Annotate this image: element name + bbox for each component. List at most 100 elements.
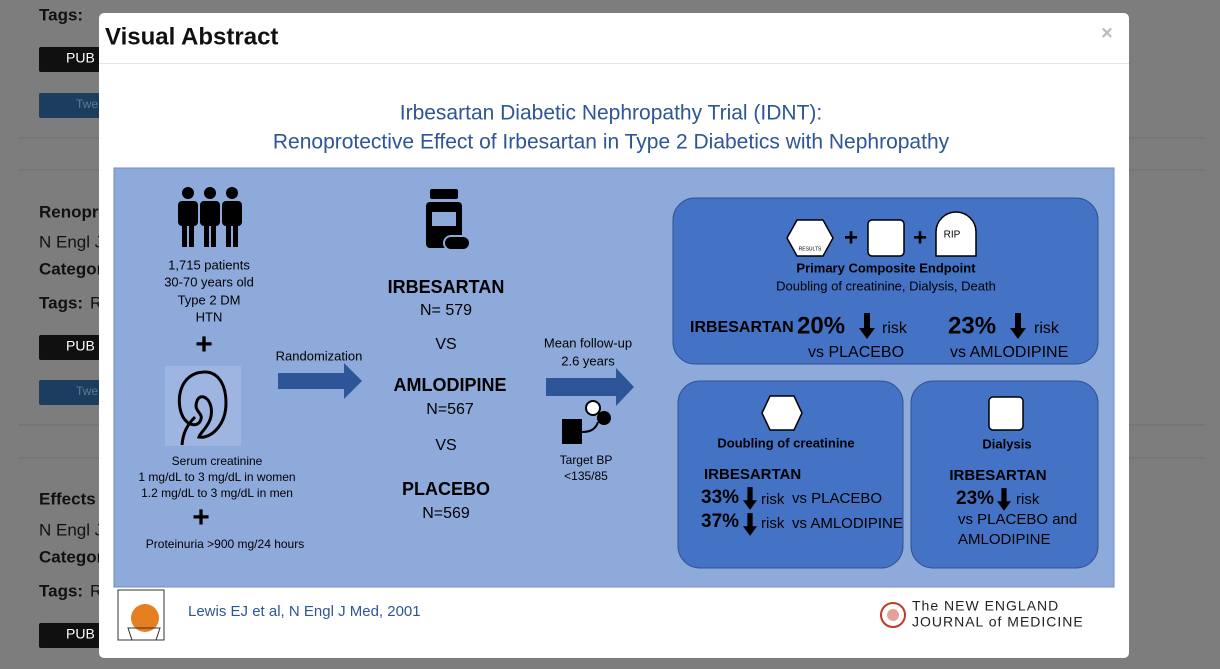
comparator: vs PLACEBO	[808, 344, 904, 361]
plus-sign: +	[192, 501, 210, 534]
modal: Visual Abstract × Irbesartan Diabetic Ne…	[99, 13, 1129, 658]
shape	[211, 224, 216, 247]
tags-label: Tags:	[39, 581, 83, 600]
drug-label: IRBESARTAN	[704, 466, 801, 483]
twitter-button[interactable]	[39, 93, 109, 118]
arm-n: N=567	[426, 401, 474, 418]
shape	[204, 187, 216, 199]
visual-abstract: Irbesartan Diabetic Nephropathy Trial (I…	[113, 102, 1115, 641]
twitter-button-label: Twe	[76, 97, 98, 111]
comparator: vs AMLODIPINE	[792, 515, 903, 532]
shape	[867, 219, 905, 257]
arm-name: AMLODIPINE	[393, 375, 506, 395]
dialysis-icon	[988, 396, 1024, 431]
article-category: Categor	[39, 547, 104, 566]
shape	[562, 419, 582, 444]
arm-name: IRBESARTAN	[388, 277, 505, 297]
shape	[581, 421, 599, 433]
journal-name: The NEW ENGLAND	[912, 598, 1059, 614]
followup-line: 2.6 years	[561, 353, 615, 368]
shape	[226, 224, 231, 247]
shape	[233, 224, 238, 247]
drug-label: IRBESARTAN	[690, 319, 794, 336]
creatinine-box	[677, 380, 904, 569]
shape	[585, 400, 601, 416]
dialysis-box	[910, 380, 1099, 569]
risk-value: 37%	[701, 511, 739, 532]
shape	[226, 187, 238, 199]
people-icon	[178, 187, 242, 247]
nephjc-logo	[117, 589, 165, 641]
plus-sign: +	[195, 328, 213, 361]
kidney-icon	[165, 366, 241, 446]
shape	[443, 235, 471, 251]
vs-label: VS	[435, 437, 456, 454]
shape	[180, 415, 197, 446]
population-line: 1,715 patients	[168, 257, 250, 272]
plus-sign: +	[913, 224, 927, 251]
nejm-emblem	[887, 609, 899, 621]
proteinuria: Proteinuria >900 mg/24 hours	[146, 537, 304, 551]
icon-label: RESULTS	[799, 246, 822, 252]
shape	[189, 224, 194, 247]
endpoint-label: Dialysis	[982, 436, 1031, 451]
population-line: Type 2 DM	[178, 292, 241, 307]
journal-name: JOURNAL of MEDICINE	[912, 614, 1084, 630]
composite-box	[672, 197, 1099, 365]
blood-pressure-icon	[562, 400, 611, 444]
arm-n: N= 579	[420, 302, 472, 319]
shape	[200, 201, 220, 226]
publication-button-label: PUB	[66, 50, 95, 66]
creatinine-line: 1.2 mg/dL to 3 mg/dL in men	[141, 486, 293, 500]
modal-title: Visual Abstract	[105, 23, 278, 50]
article-journal: N Engl J	[39, 520, 103, 539]
tags-label: Tags:	[39, 293, 83, 312]
twitter-button-label: Twe	[76, 384, 98, 398]
shape	[222, 201, 242, 226]
risk-unit: risk	[1016, 491, 1040, 508]
article-journal: N Engl J	[39, 232, 103, 251]
comparator: vs PLACEBO and	[958, 511, 1077, 528]
risk-value: 23%	[948, 312, 996, 339]
risk-unit: risk	[761, 491, 785, 508]
twitter-button[interactable]	[39, 380, 109, 405]
publication-button-label: PUB	[66, 338, 95, 354]
risk-unit: risk	[761, 515, 785, 532]
results-icon	[761, 395, 803, 431]
shape	[131, 604, 159, 632]
shape	[432, 212, 456, 226]
risk-unit: risk	[882, 320, 908, 337]
target-line: <135/85	[564, 469, 608, 483]
endpoint-components: Doubling of creatinine, Dialysis, Death	[776, 278, 996, 293]
target-line: Target BP	[560, 453, 613, 467]
population-line: 30-70 years old	[164, 274, 254, 289]
followup-line: Mean follow-up	[544, 335, 632, 350]
shape	[177, 370, 228, 439]
arrow	[546, 368, 634, 406]
population-line: HTN	[196, 309, 223, 324]
vs-label: VS	[435, 336, 456, 353]
tags-label: Tags:	[39, 5, 83, 24]
shape	[127, 627, 161, 641]
article-category: Categor	[39, 259, 104, 278]
composite-icons	[786, 211, 977, 257]
creatinine-line: Serum creatinine	[172, 454, 263, 468]
shape	[178, 201, 198, 226]
shape	[597, 411, 611, 425]
arm-n: N=569	[422, 505, 470, 522]
citation: Lewis EJ et al, N Engl J Med, 2001	[188, 603, 421, 620]
shape	[204, 224, 209, 247]
drug-label: IRBESARTAN	[949, 467, 1046, 484]
shape	[430, 189, 458, 199]
close-button[interactable]: ×	[1101, 22, 1113, 44]
risk-value: 20%	[797, 312, 845, 339]
risk-unit: risk	[1034, 320, 1060, 337]
endpoint-label: Doubling of creatinine	[717, 435, 854, 450]
publication-button[interactable]	[39, 623, 109, 648]
plus-sign: +	[844, 224, 858, 251]
shape	[935, 211, 977, 257]
publication-button[interactable]	[39, 47, 109, 72]
publication-button[interactable]	[39, 335, 109, 360]
icon-label: RIP	[944, 230, 961, 241]
comparator: AMLODIPINE	[958, 531, 1051, 548]
